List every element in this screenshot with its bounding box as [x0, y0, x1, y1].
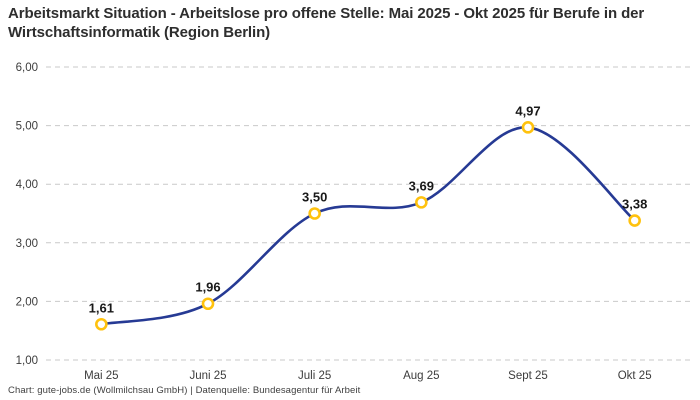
- data-point-marker: [95, 317, 108, 331]
- data-point-label: 3,69: [409, 178, 434, 193]
- data-point-marker: [415, 196, 428, 209]
- x-tick-label: Juli 25: [298, 370, 331, 382]
- y-tick-label: 5,00: [16, 121, 38, 133]
- x-tick-label: Juni 25: [189, 370, 226, 382]
- data-point-label: 1,96: [195, 280, 220, 295]
- data-point-label: 3,38: [622, 197, 647, 212]
- chart-title: Arbeitsmarkt Situation - Arbeitslose pro…: [8, 5, 645, 41]
- chart-credit: Chart: gute-jobs.de (Wollmilchsau GmbH) …: [8, 385, 361, 396]
- x-tick-label: Mai 25: [84, 370, 119, 382]
- data-point-label: 4,97: [515, 103, 540, 118]
- y-tick-label: 4,00: [16, 179, 38, 191]
- series-line: [100, 126, 636, 326]
- data-point-label: 1,61: [89, 300, 114, 315]
- data-point-marker: [201, 297, 215, 311]
- y-tick-label: 1,00: [16, 355, 38, 367]
- y-tick-label: 6,00: [16, 62, 38, 74]
- data-point-marker: [628, 214, 641, 227]
- y-tick-label: 3,00: [16, 238, 38, 250]
- x-tick-label: Sept 25: [508, 370, 548, 382]
- y-tick-label: 2,00: [16, 296, 38, 308]
- data-point-marker: [521, 121, 535, 134]
- data-point-label: 3,50: [302, 190, 327, 205]
- x-tick-label: Okt 25: [618, 370, 652, 382]
- x-tick-label: Aug 25: [403, 370, 439, 382]
- data-point-marker: [308, 207, 321, 220]
